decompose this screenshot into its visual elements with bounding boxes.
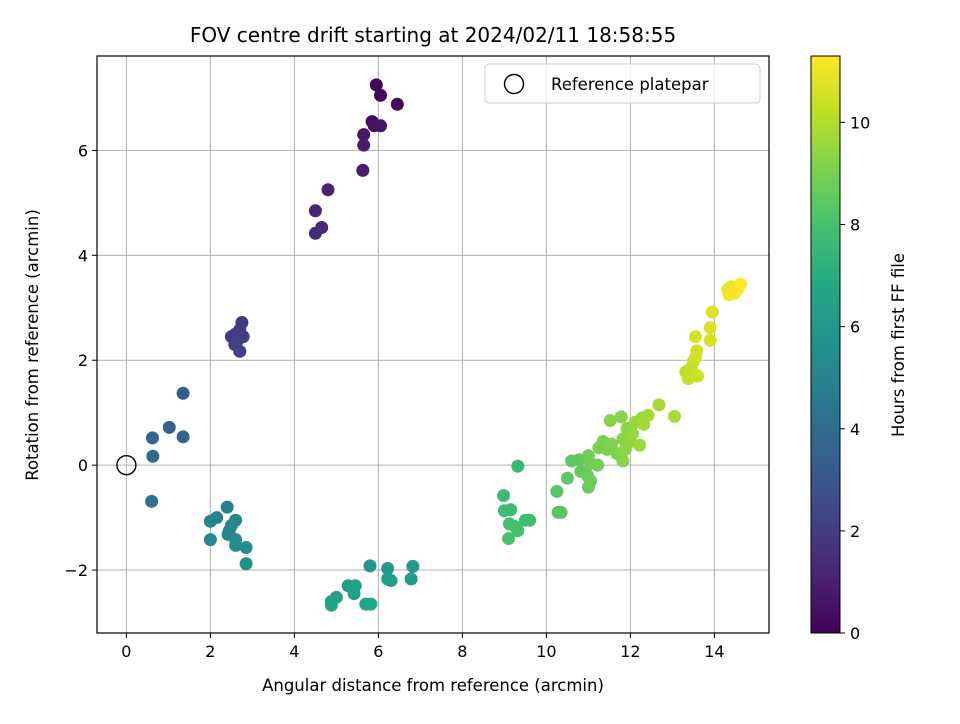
colorbar-tick-label: 8 bbox=[850, 216, 860, 235]
data-point bbox=[591, 458, 605, 472]
data-point bbox=[162, 420, 176, 434]
data-point bbox=[384, 574, 398, 588]
data-point bbox=[203, 514, 217, 528]
data-point bbox=[324, 598, 338, 612]
x-tick-label: 8 bbox=[457, 642, 467, 661]
data-point bbox=[668, 409, 681, 423]
data-point bbox=[554, 505, 568, 519]
data-point bbox=[233, 344, 247, 358]
data-point bbox=[308, 204, 322, 218]
data-point bbox=[560, 471, 574, 485]
data-point bbox=[321, 183, 335, 197]
data-point bbox=[502, 532, 516, 546]
data-point bbox=[404, 572, 418, 586]
data-point bbox=[603, 414, 617, 428]
colorbar-ticks: 0 2 4 6 8 10 bbox=[840, 113, 870, 643]
y-tick-label: 2 bbox=[78, 351, 88, 370]
x-tick-label: 14 bbox=[704, 642, 724, 661]
data-point bbox=[364, 597, 378, 611]
x-tick-label: 0 bbox=[121, 642, 131, 661]
data-point bbox=[220, 500, 234, 514]
data-point bbox=[369, 78, 383, 92]
y-tick-label: −2 bbox=[64, 561, 88, 580]
data-point bbox=[703, 321, 717, 335]
data-point bbox=[145, 494, 159, 508]
colorbar-tick-label: 6 bbox=[850, 318, 860, 337]
colorbar-tick-label: 0 bbox=[850, 624, 860, 643]
legend-box bbox=[484, 63, 761, 104]
y-tick-label: 0 bbox=[78, 456, 88, 475]
data-point bbox=[733, 277, 747, 291]
reference-platepar-point bbox=[116, 454, 137, 476]
colorbar-label: Hours from first FF file bbox=[889, 253, 908, 437]
data-point bbox=[363, 559, 377, 573]
data-point bbox=[357, 128, 371, 142]
data-point bbox=[356, 163, 370, 177]
data-point bbox=[581, 480, 595, 494]
data-points bbox=[145, 78, 747, 612]
data-point bbox=[614, 410, 628, 424]
data-point bbox=[633, 438, 647, 452]
y-axis-label: Rotation from reference (arcmin) bbox=[23, 209, 42, 481]
data-point bbox=[605, 437, 618, 451]
data-point bbox=[374, 88, 387, 102]
data-point bbox=[145, 431, 159, 445]
data-point bbox=[357, 138, 371, 152]
data-point bbox=[239, 557, 253, 571]
x-axis-ticks: 0 2 4 6 8 10 12 14 bbox=[121, 633, 725, 661]
colorbar-gradient bbox=[810, 55, 841, 634]
x-tick-label: 12 bbox=[620, 642, 640, 661]
chart-title: FOV centre drift starting at 2024/02/11 … bbox=[190, 23, 676, 47]
reference-marker bbox=[116, 454, 137, 476]
data-point bbox=[229, 538, 243, 552]
data-point bbox=[690, 344, 704, 358]
colorbar: 0 2 4 6 8 10 Hours from first FF file bbox=[810, 55, 908, 643]
x-tick-label: 6 bbox=[373, 642, 383, 661]
legend-label-reference: Reference platepar bbox=[551, 75, 709, 94]
x-axis-label: Angular distance from reference (arcmin) bbox=[262, 676, 604, 695]
colorbar-tick-label: 4 bbox=[850, 420, 860, 439]
data-point bbox=[176, 386, 190, 400]
data-point bbox=[652, 398, 666, 412]
data-point bbox=[203, 533, 217, 547]
plot-frame bbox=[96, 55, 770, 634]
grid-lines bbox=[97, 56, 769, 633]
data-point bbox=[523, 513, 537, 527]
data-point bbox=[511, 524, 525, 538]
data-point bbox=[374, 119, 387, 133]
data-point bbox=[705, 305, 719, 319]
data-point bbox=[689, 330, 702, 344]
data-point bbox=[641, 408, 655, 422]
legend: Reference platepar bbox=[484, 63, 761, 104]
data-point bbox=[239, 540, 253, 554]
y-tick-label: 4 bbox=[78, 246, 88, 265]
data-point bbox=[146, 449, 160, 463]
data-point bbox=[406, 559, 420, 573]
data-point bbox=[703, 333, 717, 347]
data-point bbox=[347, 587, 361, 601]
data-point bbox=[691, 369, 705, 383]
data-point bbox=[497, 504, 511, 518]
data-point bbox=[390, 97, 404, 111]
y-tick-label: 6 bbox=[78, 141, 88, 160]
colorbar-tick-label: 2 bbox=[850, 522, 860, 541]
data-point bbox=[550, 484, 564, 498]
y-axis-ticks: −2 0 2 4 6 bbox=[64, 141, 97, 580]
data-point bbox=[176, 430, 190, 444]
data-point bbox=[511, 459, 525, 473]
legend-marker-reference bbox=[503, 73, 525, 95]
data-point bbox=[381, 561, 395, 575]
colorbar-tick-label: 10 bbox=[850, 113, 870, 132]
data-point bbox=[497, 489, 511, 503]
data-point bbox=[308, 226, 322, 240]
data-point bbox=[616, 454, 630, 468]
x-tick-label: 4 bbox=[289, 642, 299, 661]
data-point bbox=[626, 427, 639, 441]
x-tick-label: 10 bbox=[536, 642, 556, 661]
x-tick-label: 2 bbox=[205, 642, 215, 661]
